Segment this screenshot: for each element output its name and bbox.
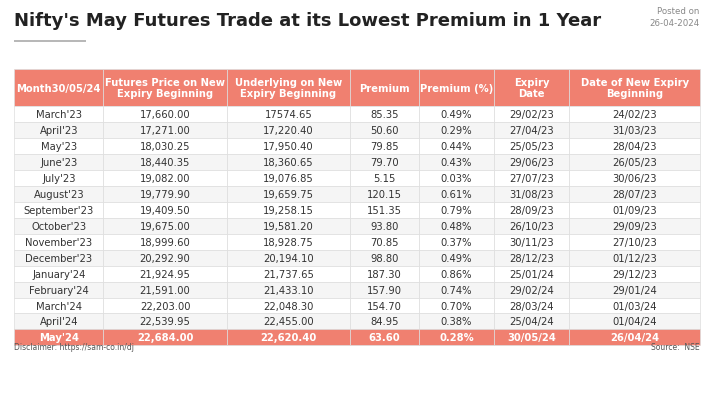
Text: Posted on
26-04-2024: Posted on 26-04-2024 [650,7,700,28]
Text: #SAMSHOTS: #SAMSHOTS [14,371,123,385]
Text: Source:  NSE: Source: NSE [651,342,700,351]
Text: ⅅSAMCO: ⅅSAMCO [625,371,700,385]
Text: Disclaimer: https://sam-co.in/dj: Disclaimer: https://sam-co.in/dj [14,342,134,351]
Text: Nifty's May Futures Trade at its Lowest Premium in 1 Year: Nifty's May Futures Trade at its Lowest … [14,12,601,30]
